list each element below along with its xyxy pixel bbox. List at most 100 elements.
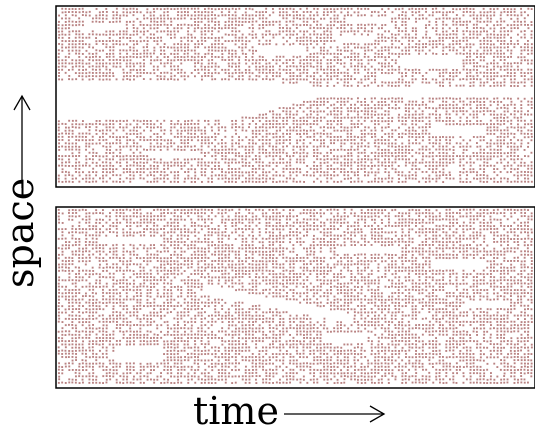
panel-top-point-4165 bbox=[506, 8, 509, 10]
panel-top-point-2813 bbox=[367, 49, 370, 52]
panel-top-point-1187 bbox=[194, 126, 196, 129]
panel-top-point-4412 bbox=[530, 52, 533, 55]
panel-top-point-1222 bbox=[197, 158, 200, 161]
panel-bottom-point-224 bbox=[75, 369, 78, 371]
panel-top-point-995 bbox=[173, 27, 176, 30]
panel-top-point-4217 bbox=[510, 78, 512, 81]
panel-top-point-3504 bbox=[442, 7, 445, 10]
panel-top-point-4180 bbox=[507, 97, 509, 100]
panel-top-point-2183 bbox=[306, 46, 309, 49]
panel-top-point-1958 bbox=[282, 119, 285, 122]
panel-top-point-3158 bbox=[401, 136, 403, 139]
panel-top-point-4160 bbox=[503, 152, 506, 155]
panel-top-point-2966 bbox=[381, 161, 384, 164]
panel-top-point-191 bbox=[78, 11, 81, 14]
panel-top-point-1229 bbox=[200, 20, 203, 23]
panel-top-point-1782 bbox=[261, 135, 264, 138]
panel-top-point-3667 bbox=[459, 46, 462, 49]
panel-bottom-point-61 bbox=[61, 321, 64, 323]
panel-top-point-2584 bbox=[343, 97, 346, 100]
panel-top-point-1427 bbox=[221, 155, 224, 157]
panel-top-point-1177 bbox=[194, 46, 197, 49]
panel-top-point-3841 bbox=[476, 78, 478, 81]
panel-top-point-107 bbox=[68, 62, 71, 65]
panel-top-point-4359 bbox=[523, 119, 526, 122]
panel-top-point-149 bbox=[71, 145, 74, 148]
panel-top-point-4427 bbox=[530, 123, 533, 125]
panel-top-point-1541 bbox=[235, 119, 237, 122]
panel-top-point-3812 bbox=[472, 97, 475, 100]
panel-top-point-69 bbox=[64, 27, 67, 30]
panel-top-point-3356 bbox=[421, 177, 424, 180]
panel-bottom-point-477 bbox=[98, 273, 101, 276]
panel-top-point-3386 bbox=[428, 14, 431, 17]
panel-top-point-4245 bbox=[513, 43, 516, 46]
panel-bottom-point-215 bbox=[74, 333, 77, 336]
panel-top-point-3201 bbox=[404, 174, 407, 177]
panel-top-point-2325 bbox=[319, 62, 322, 65]
panel-top-point-641 bbox=[129, 148, 132, 151]
panel-top-point-1024 bbox=[177, 17, 179, 20]
panel-bottom-point-397 bbox=[92, 270, 95, 272]
panel-top-point-1895 bbox=[275, 120, 278, 122]
panel-top-point-180 bbox=[75, 142, 77, 145]
panel-top-point-3174 bbox=[404, 30, 407, 33]
panel-top-point-3398 bbox=[428, 113, 431, 116]
panel-top-point-1974 bbox=[285, 7, 288, 10]
panel-top-point-3530 bbox=[442, 136, 444, 138]
panel-top-point-29 bbox=[58, 158, 61, 161]
panel-top-point-3365 bbox=[425, 43, 427, 45]
panel-top-point-220 bbox=[78, 164, 81, 167]
panel-top-point-2852 bbox=[371, 110, 373, 113]
panel-top-point-1043 bbox=[177, 145, 180, 148]
panel-top-point-427 bbox=[105, 72, 108, 75]
panel-top-point-131 bbox=[71, 24, 74, 27]
panel-top-point-1873 bbox=[272, 133, 275, 135]
panel-top-point-948 bbox=[166, 30, 169, 33]
panel-bottom-point-332 bbox=[85, 330, 87, 333]
panel-top-point-3566 bbox=[445, 145, 448, 148]
panel-top-point-3012 bbox=[387, 69, 390, 71]
panel-top-point-1954 bbox=[282, 81, 285, 84]
panel-top-point-3992 bbox=[489, 100, 492, 103]
panel-top-point-679 bbox=[133, 161, 135, 164]
panel-top-point-2616 bbox=[347, 97, 350, 100]
panel-top-point-3471 bbox=[435, 174, 438, 177]
panel-top-point-205 bbox=[78, 62, 81, 65]
panel-top-point-333 bbox=[95, 20, 98, 23]
panel-top-point-2501 bbox=[336, 27, 339, 29]
panel-top-point-1243 bbox=[200, 129, 203, 132]
panel-top-point-3381 bbox=[425, 161, 428, 164]
panel-top-point-4299 bbox=[516, 168, 519, 170]
panel-top-point-3340 bbox=[421, 110, 424, 113]
panel-top-point-1831 bbox=[268, 23, 271, 26]
panel-bottom-point-294 bbox=[81, 346, 84, 349]
panel-top-point-2521 bbox=[336, 129, 339, 132]
panel-top-point-3266 bbox=[411, 174, 414, 176]
panel-top-point-1150 bbox=[190, 55, 193, 58]
panel-top-point-1585 bbox=[241, 14, 244, 17]
panel-top-point-2531 bbox=[340, 7, 343, 10]
panel-top-point-534 bbox=[119, 20, 121, 23]
panel-top-point-646 bbox=[129, 171, 132, 173]
panel-bottom-point-351 bbox=[88, 243, 91, 246]
panel-top-point-4236 bbox=[510, 167, 513, 170]
panel-top-point-4039 bbox=[493, 133, 496, 135]
panel-top-point-2687 bbox=[354, 103, 356, 106]
panel-top-point-669 bbox=[132, 119, 135, 122]
panel-top-point-458 bbox=[108, 62, 111, 65]
panel-top-point-2146 bbox=[303, 33, 305, 36]
panel-top-point-3656 bbox=[455, 110, 458, 113]
panel-top-point-3552 bbox=[445, 71, 448, 74]
panel-top-point-576 bbox=[122, 120, 125, 122]
panel-top-point-1964 bbox=[282, 142, 285, 144]
panel-top-point-1453 bbox=[224, 155, 227, 158]
panel-top-point-1169 bbox=[194, 14, 197, 17]
panel-top-point-3320 bbox=[418, 136, 421, 139]
panel-top-point-323 bbox=[92, 155, 94, 157]
panel-bottom-point-266 bbox=[78, 369, 81, 372]
panel-top-point-137 bbox=[71, 59, 74, 62]
panel-top-point-873 bbox=[156, 133, 159, 135]
panel-top-point-284 bbox=[88, 59, 91, 61]
panel-top-point-1884 bbox=[272, 180, 274, 183]
